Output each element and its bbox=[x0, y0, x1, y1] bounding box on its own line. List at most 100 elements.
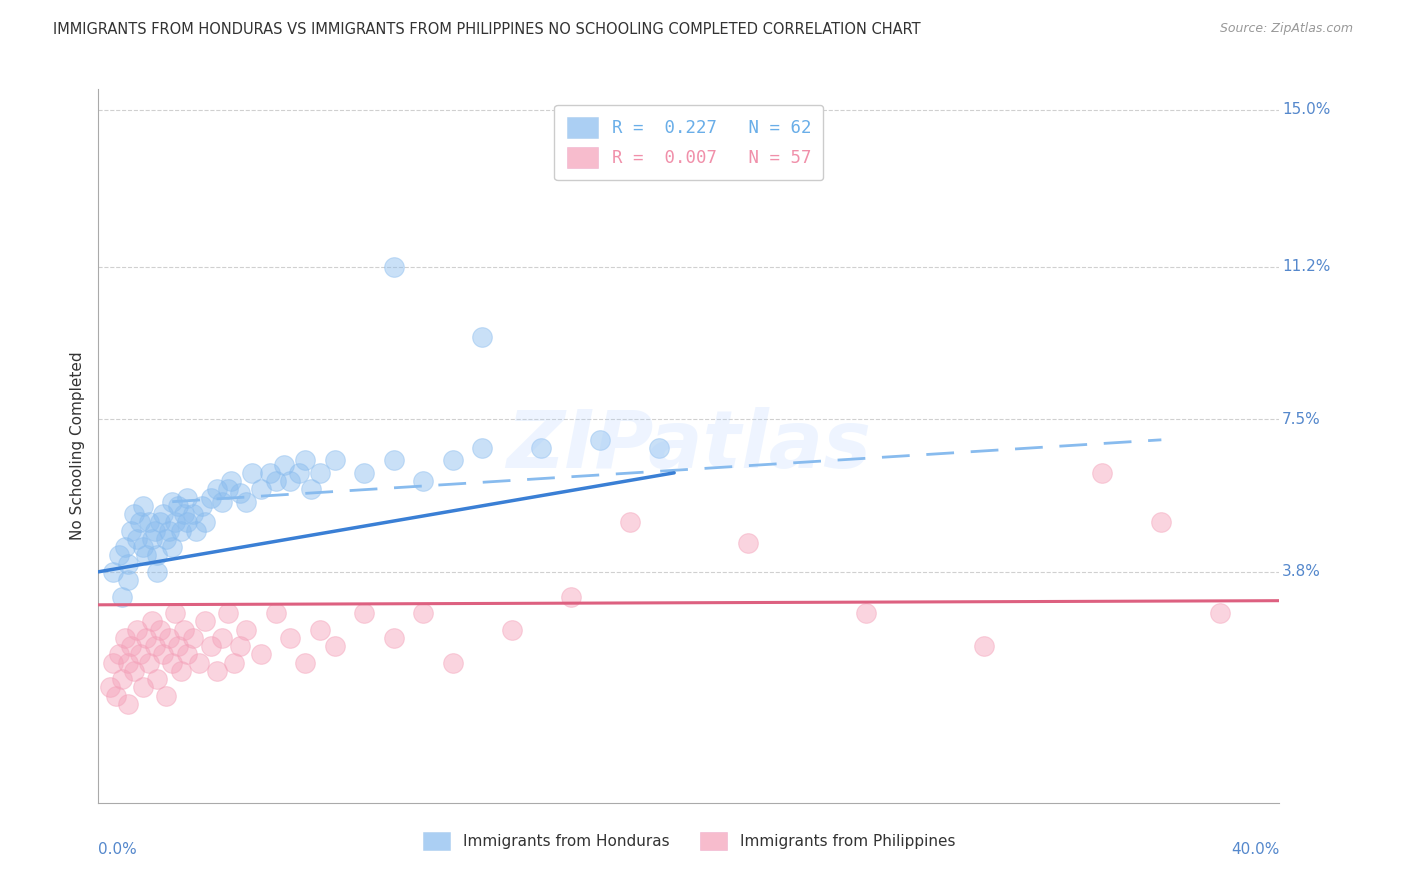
Point bbox=[217, 606, 239, 620]
Point bbox=[200, 491, 222, 505]
Point bbox=[221, 474, 243, 488]
Point bbox=[648, 441, 671, 455]
Point bbox=[737, 536, 759, 550]
Point bbox=[138, 516, 160, 530]
Point bbox=[412, 606, 434, 620]
Point bbox=[194, 615, 217, 629]
Point bbox=[141, 615, 163, 629]
Point bbox=[264, 606, 287, 620]
Point bbox=[235, 494, 257, 508]
Point bbox=[155, 532, 177, 546]
Point bbox=[619, 516, 641, 530]
Point bbox=[309, 623, 332, 637]
Point bbox=[235, 623, 257, 637]
Point bbox=[205, 483, 228, 497]
Point bbox=[353, 606, 375, 620]
Point bbox=[146, 565, 169, 579]
Text: 40.0%: 40.0% bbox=[1232, 842, 1279, 857]
Point bbox=[471, 329, 494, 343]
Point bbox=[181, 507, 204, 521]
Point bbox=[280, 474, 302, 488]
Point bbox=[173, 507, 195, 521]
Point bbox=[105, 689, 128, 703]
Point bbox=[560, 590, 582, 604]
Point bbox=[165, 516, 187, 530]
Point bbox=[135, 549, 157, 563]
Point bbox=[157, 631, 180, 645]
Point bbox=[441, 656, 464, 670]
Point bbox=[141, 532, 163, 546]
Text: IMMIGRANTS FROM HONDURAS VS IMMIGRANTS FROM PHILIPPINES NO SCHOOLING COMPLETED C: IMMIGRANTS FROM HONDURAS VS IMMIGRANTS F… bbox=[53, 22, 921, 37]
Point bbox=[501, 623, 523, 637]
Point bbox=[530, 441, 553, 455]
Point bbox=[323, 639, 346, 653]
Point bbox=[155, 689, 177, 703]
Point bbox=[280, 631, 302, 645]
Point bbox=[1209, 606, 1232, 620]
Point bbox=[211, 494, 233, 508]
Text: 15.0%: 15.0% bbox=[1282, 103, 1330, 118]
Point bbox=[103, 565, 125, 579]
Point bbox=[98, 681, 121, 695]
Point bbox=[162, 540, 183, 554]
Point bbox=[1150, 516, 1173, 530]
Point bbox=[170, 664, 193, 678]
Point bbox=[111, 590, 134, 604]
Point bbox=[149, 516, 172, 530]
Point bbox=[170, 524, 193, 538]
Point bbox=[229, 486, 252, 500]
Point bbox=[382, 631, 405, 645]
Point bbox=[299, 483, 322, 497]
Point bbox=[1091, 466, 1114, 480]
Point bbox=[273, 458, 295, 472]
Point bbox=[187, 656, 209, 670]
Point bbox=[184, 524, 207, 538]
Point bbox=[309, 466, 332, 480]
Point bbox=[259, 466, 281, 480]
Point bbox=[162, 494, 183, 508]
Point bbox=[211, 631, 233, 645]
Point bbox=[973, 639, 995, 653]
Point bbox=[224, 656, 246, 670]
Point bbox=[176, 648, 198, 662]
Point bbox=[162, 656, 183, 670]
Point bbox=[191, 499, 214, 513]
Point bbox=[138, 656, 160, 670]
Point bbox=[143, 524, 166, 538]
Point bbox=[294, 453, 316, 467]
Text: 3.8%: 3.8% bbox=[1282, 565, 1320, 579]
Text: 11.2%: 11.2% bbox=[1282, 259, 1330, 274]
Point bbox=[205, 664, 228, 678]
Point bbox=[441, 453, 464, 467]
Point bbox=[111, 672, 134, 686]
Point bbox=[146, 672, 169, 686]
Point bbox=[167, 639, 190, 653]
Text: 7.5%: 7.5% bbox=[1282, 412, 1320, 426]
Point bbox=[122, 507, 145, 521]
Point bbox=[120, 524, 142, 538]
Point bbox=[250, 648, 273, 662]
Point bbox=[855, 606, 877, 620]
Point bbox=[176, 516, 198, 530]
Point bbox=[146, 549, 169, 563]
Text: Source: ZipAtlas.com: Source: ZipAtlas.com bbox=[1219, 22, 1353, 36]
Point bbox=[200, 639, 222, 653]
Point bbox=[152, 648, 174, 662]
Point bbox=[108, 549, 131, 563]
Point bbox=[117, 656, 139, 670]
Y-axis label: No Schooling Completed: No Schooling Completed bbox=[69, 351, 84, 541]
Point bbox=[132, 681, 155, 695]
Point bbox=[108, 648, 131, 662]
Point bbox=[176, 491, 198, 505]
Point bbox=[143, 639, 166, 653]
Point bbox=[589, 433, 612, 447]
Point bbox=[128, 648, 150, 662]
Point bbox=[103, 656, 125, 670]
Point bbox=[132, 540, 155, 554]
Point bbox=[114, 631, 136, 645]
Point bbox=[173, 623, 195, 637]
Point bbox=[157, 524, 180, 538]
Point bbox=[294, 656, 316, 670]
Point bbox=[135, 631, 157, 645]
Point bbox=[117, 573, 139, 587]
